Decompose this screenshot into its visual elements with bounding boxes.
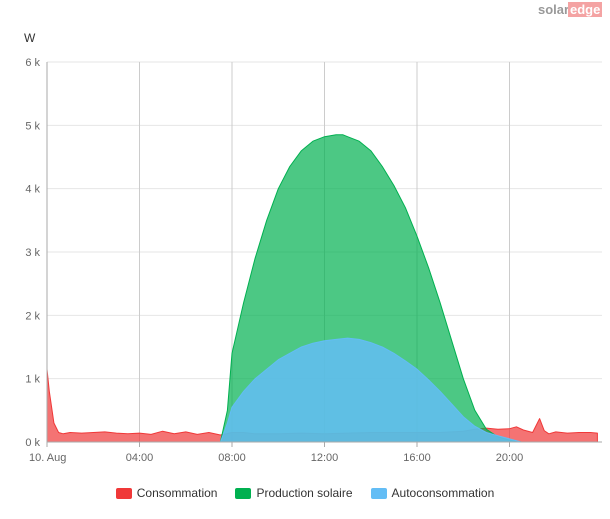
x-tick-label: 16:00 — [403, 452, 431, 464]
series-areas — [46, 134, 598, 443]
logo-edge-background — [568, 2, 602, 17]
legend-item-production-solaire[interactable]: Production solaire — [235, 486, 353, 500]
x-tick-label: 10. Aug — [29, 452, 66, 464]
legend-label-consommation: Consommation — [136, 486, 218, 500]
x-tick-label: 08:00 — [218, 452, 246, 464]
legend-swatch-consommation — [115, 487, 132, 499]
y-tick-label: 2 k — [25, 310, 40, 322]
legend: Consommation Production solaire Autocons… — [0, 486, 610, 500]
logo-text-edge: edge — [570, 2, 600, 17]
axes: 0 k 1 k 2 k 3 k 4 k 5 k 6 k 10. Aug 04:00 08:00 12… — [25, 57, 602, 464]
legend-swatch-production-solaire — [235, 487, 252, 499]
y-tick-label: 3 k — [25, 247, 40, 259]
legend-swatch-autoconsommation — [370, 487, 387, 499]
legend-item-consommation[interactable]: Consommation — [115, 486, 218, 500]
legend-label-autoconsommation: Autoconsommation — [391, 486, 495, 500]
x-tick-label: 20:00 — [496, 452, 524, 464]
logo-text-solar: solar — [538, 2, 569, 17]
x-tick-label: 04:00 — [126, 452, 154, 464]
y-tick-label: 0 k — [25, 437, 40, 449]
y-tick-label: 5 k — [25, 120, 40, 132]
legend-item-autoconsommation[interactable]: Autoconsommation — [370, 486, 495, 500]
y-axis-unit-label: W — [24, 31, 36, 45]
legend-label-production-solaire: Production solaire — [256, 486, 353, 500]
y-tick-label: 6 k — [25, 57, 40, 69]
y-tick-label: 4 k — [25, 184, 40, 196]
x-tick-label: 12:00 — [311, 452, 339, 464]
series-area-autoconsommation — [219, 337, 522, 443]
y-tick-label: 1 k — [25, 374, 40, 386]
solaredge-logo: solar edge — [538, 2, 602, 17]
